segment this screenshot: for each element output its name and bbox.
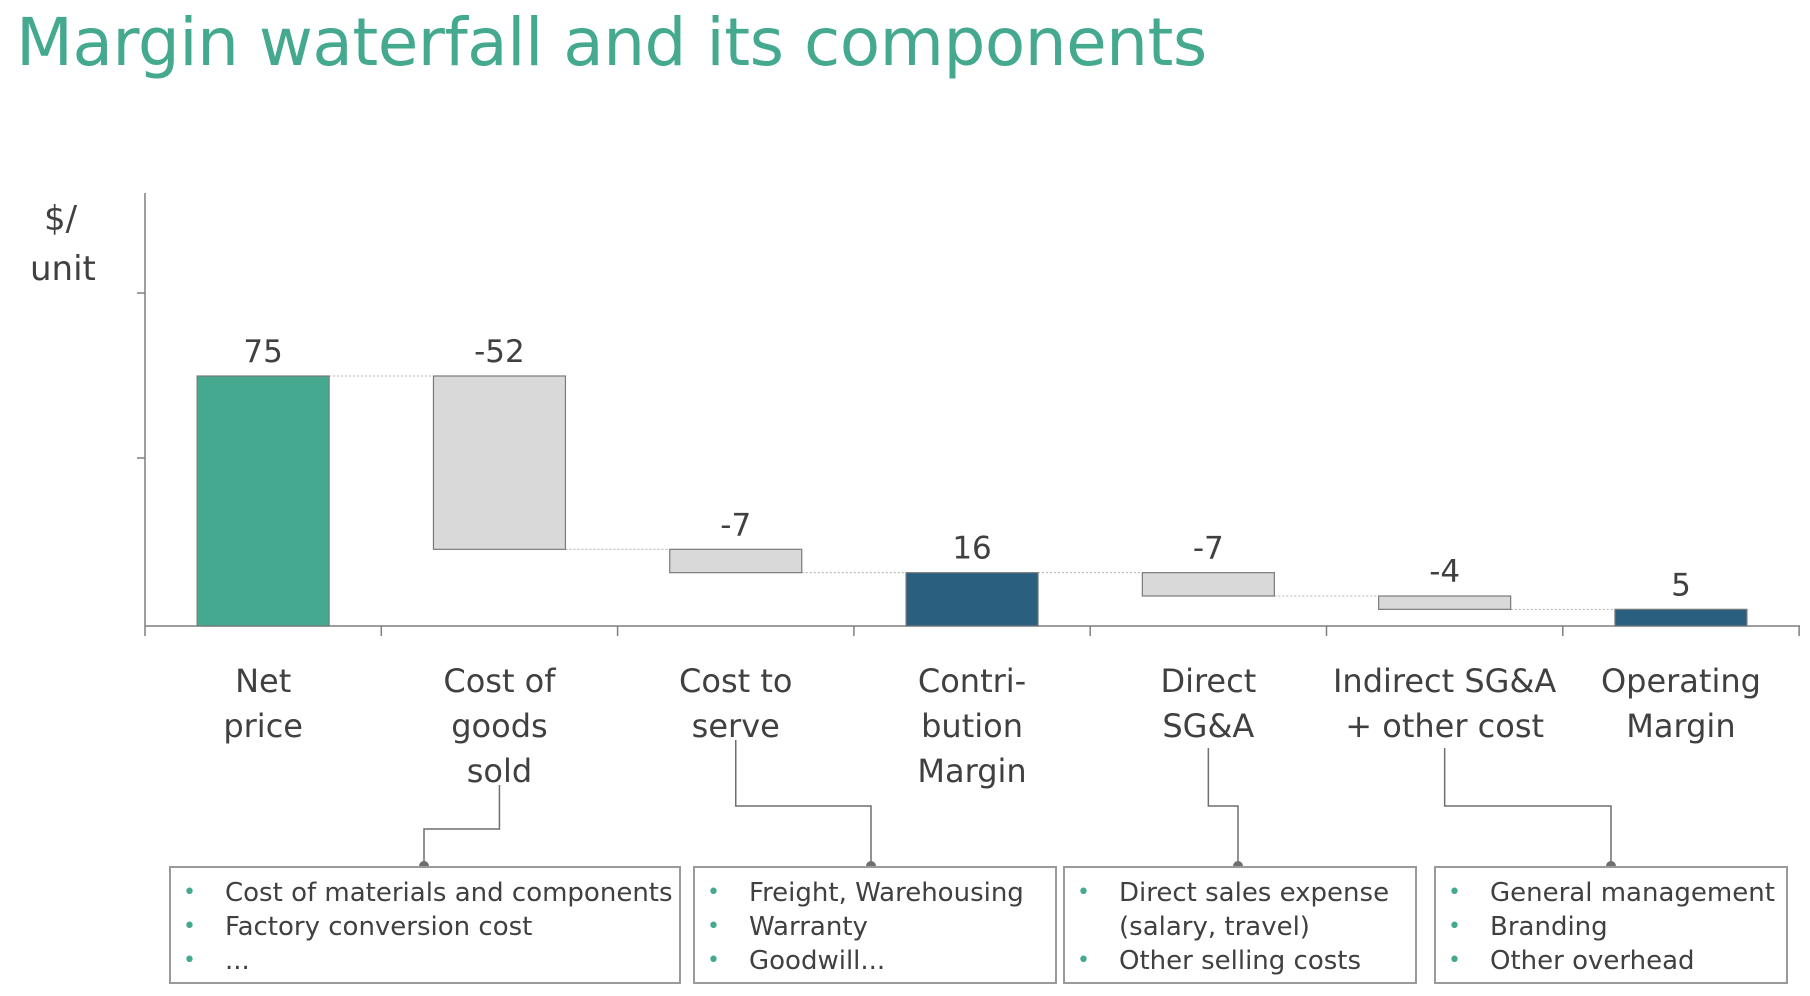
bar-3 bbox=[905, 572, 1039, 627]
bar-1 bbox=[432, 375, 567, 550]
leader-line-0 bbox=[423, 785, 501, 866]
bullet-icon: • bbox=[707, 880, 720, 905]
bars bbox=[196, 375, 1748, 627]
list-item: • Direct sales expense bbox=[1071, 876, 1409, 910]
list-item-text: (salary, travel) bbox=[1119, 912, 1310, 942]
list-item: • Freight, Warehousing bbox=[701, 876, 1049, 910]
category-labels: Net price Cost of goods sold Cost to serve Cont… bbox=[223, 662, 1761, 790]
bullet-icon: • bbox=[183, 914, 196, 939]
list-item-text: Other overhead bbox=[1490, 946, 1695, 976]
list-item-text: Goodwill... bbox=[749, 946, 886, 976]
chart-axes bbox=[137, 193, 1800, 636]
bullet-icon: • bbox=[1077, 948, 1090, 973]
bullet-icon: • bbox=[1448, 948, 1461, 973]
list-item-text: General management bbox=[1490, 878, 1775, 908]
value-label-2: -7 bbox=[720, 507, 751, 543]
y-axis-label: $/unit bbox=[30, 199, 96, 289]
list-item: • Other overhead bbox=[1442, 944, 1780, 978]
value-label-4: -7 bbox=[1193, 531, 1224, 567]
value-label-1: -52 bbox=[474, 334, 525, 370]
detail-box-1: • Freight, Warehousing • Warranty • Goodwill.… bbox=[693, 866, 1057, 984]
page-title: Margin waterfall and its components bbox=[16, 4, 1207, 81]
bar-4 bbox=[1141, 572, 1275, 597]
bullet-icon: • bbox=[183, 880, 196, 905]
y-axis-title: $/unit bbox=[30, 199, 96, 289]
list-item-text: Direct sales expense bbox=[1119, 878, 1390, 908]
list-item: • General management bbox=[1442, 876, 1780, 910]
bullet-icon: • bbox=[1448, 914, 1461, 939]
category-label-4: Direct SG&A bbox=[1160, 662, 1256, 745]
value-label-5: -4 bbox=[1429, 554, 1460, 590]
list-item: (salary, travel) bbox=[1071, 910, 1409, 944]
bar-0 bbox=[196, 375, 330, 627]
list-item-text: ... bbox=[225, 946, 250, 976]
detail-list: • Cost of materials and components • Factor… bbox=[177, 876, 673, 978]
list-item-text: Warranty bbox=[749, 912, 868, 942]
bullet-icon: • bbox=[707, 948, 720, 973]
bar-2 bbox=[669, 548, 803, 574]
detail-box-0: • Cost of materials and components • Factor… bbox=[169, 866, 681, 984]
list-item-text: Factory conversion cost bbox=[225, 912, 533, 942]
list-item-text: Cost of materials and components bbox=[225, 878, 673, 908]
bullet-icon: • bbox=[1077, 880, 1090, 905]
bullet-icon: • bbox=[183, 948, 196, 973]
detail-box-2: • Direct sales expense (salary, travel) • Ot… bbox=[1063, 866, 1417, 984]
list-item: •... bbox=[177, 944, 673, 978]
category-label-5: Indirect SG&A + other cost bbox=[1333, 662, 1556, 745]
leader-line-3 bbox=[1443, 748, 1612, 866]
bullet-icon: • bbox=[707, 914, 720, 939]
category-label-3: Contri-bution Margin bbox=[917, 662, 1026, 790]
list-item-text: Branding bbox=[1490, 912, 1608, 942]
list-item: • Warranty bbox=[701, 910, 1049, 944]
list-item: • Other selling costs bbox=[1071, 944, 1409, 978]
value-labels: 75 -52 -7 16 -7 -4 5 bbox=[243, 334, 1690, 603]
leader-line-2 bbox=[1207, 748, 1239, 866]
list-item: • Branding bbox=[1442, 910, 1780, 944]
bar-6 bbox=[1614, 608, 1748, 627]
list-item: • Cost of materials and components bbox=[177, 876, 673, 910]
category-label-2: Cost to serve bbox=[679, 662, 792, 745]
value-label-6: 5 bbox=[1671, 567, 1691, 603]
list-item: • Factory conversion cost bbox=[177, 910, 673, 944]
detail-list: • General management • Branding • Other overh… bbox=[1442, 876, 1780, 978]
leader-line-1 bbox=[735, 740, 872, 866]
list-item: • Goodwill... bbox=[701, 944, 1049, 978]
value-label-3: 16 bbox=[952, 531, 991, 567]
category-label-0: Net price bbox=[223, 662, 303, 745]
list-item-text: Freight, Warehousing bbox=[749, 878, 1024, 908]
detail-list: • Direct sales expense (salary, travel) • Ot… bbox=[1071, 876, 1409, 978]
bar-5 bbox=[1378, 595, 1512, 610]
detail-box-3: • General management • Branding • Other overh… bbox=[1434, 866, 1788, 984]
category-label-6: Operating Margin bbox=[1601, 662, 1761, 745]
category-label-1: Cost of goods sold bbox=[443, 662, 556, 790]
value-label-0: 75 bbox=[243, 334, 282, 370]
connector-lines bbox=[329, 375, 1615, 610]
detail-list: • Freight, Warehousing • Warranty • Goodwill.… bbox=[701, 876, 1049, 978]
list-item-text: Other selling costs bbox=[1119, 946, 1362, 976]
bullet-icon: • bbox=[1448, 880, 1461, 905]
